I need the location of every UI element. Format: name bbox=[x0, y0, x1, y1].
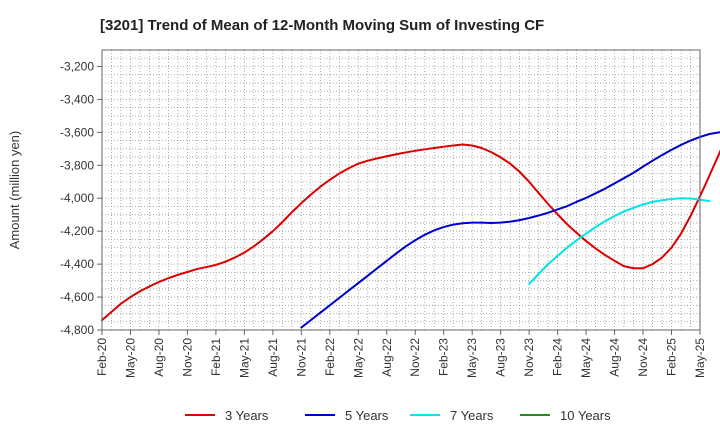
x-tick-label: Aug-21 bbox=[266, 338, 280, 377]
legend-label: 7 Years bbox=[450, 408, 494, 423]
legend-label: 10 Years bbox=[560, 408, 611, 423]
x-tick-label: Feb-21 bbox=[209, 338, 223, 376]
x-tick-label: May-24 bbox=[579, 338, 593, 378]
y-tick-label: -3,800 bbox=[60, 158, 94, 172]
x-tick-label: May-22 bbox=[351, 338, 365, 378]
x-tick-label: Aug-20 bbox=[152, 338, 166, 377]
legend-label: 3 Years bbox=[225, 408, 269, 423]
x-tick-label: Feb-23 bbox=[437, 338, 451, 376]
x-tick-label: May-21 bbox=[237, 338, 251, 378]
x-tick-label: Nov-22 bbox=[408, 338, 422, 377]
y-tick-label: -4,800 bbox=[60, 323, 94, 337]
y-tick-label: -4,200 bbox=[60, 224, 94, 238]
legend-label: 5 Years bbox=[345, 408, 389, 423]
x-tick-label: Nov-24 bbox=[636, 338, 650, 377]
x-tick-label: Nov-20 bbox=[180, 338, 194, 377]
series-line-5-years bbox=[300, 131, 720, 329]
y-tick-label: -3,200 bbox=[60, 59, 94, 73]
series-line-3-years bbox=[101, 143, 720, 322]
x-tick-label: Feb-25 bbox=[665, 338, 679, 376]
x-tick-label: Nov-21 bbox=[294, 338, 308, 377]
y-axis-label: Amount (million yen) bbox=[7, 131, 22, 250]
x-tick-label: Aug-23 bbox=[494, 338, 508, 377]
chart-title: [3201] Trend of Mean of 12-Month Moving … bbox=[100, 17, 544, 34]
y-tick-label: -4,600 bbox=[60, 290, 94, 304]
x-tick-label: May-25 bbox=[693, 338, 707, 378]
plot-area bbox=[102, 50, 700, 330]
plot-frame bbox=[101, 49, 701, 331]
x-tick-label: Aug-24 bbox=[608, 338, 622, 377]
x-axis-ticks: Feb-20 May-20 Aug-20 Nov-20 Feb-21 May-21 Aug-… bbox=[95, 330, 707, 378]
x-tick-label: Feb-22 bbox=[323, 338, 337, 376]
y-tick-label: -4,400 bbox=[60, 257, 94, 271]
y-tick-label: -3,400 bbox=[60, 92, 94, 106]
y-tick-label: -4,000 bbox=[60, 191, 94, 205]
legend: 3 Years 5 Years 7 Years 10 Years bbox=[185, 408, 611, 423]
y-tick-label: -3,600 bbox=[60, 125, 94, 139]
series-line-7-years bbox=[528, 197, 711, 285]
x-tick-label: May-23 bbox=[465, 338, 479, 378]
x-tick-label: Feb-24 bbox=[551, 338, 565, 376]
y-axis-ticks: -4,800 -4,600 -4,400 -4,200 -4,000 -3,800 -3,6… bbox=[60, 59, 102, 337]
x-tick-label: Aug-22 bbox=[380, 338, 394, 377]
x-tick-label: Nov-23 bbox=[522, 338, 536, 377]
x-tick-label: Feb-20 bbox=[95, 338, 109, 376]
series-group bbox=[101, 131, 720, 329]
x-tick-label: May-20 bbox=[123, 338, 137, 378]
